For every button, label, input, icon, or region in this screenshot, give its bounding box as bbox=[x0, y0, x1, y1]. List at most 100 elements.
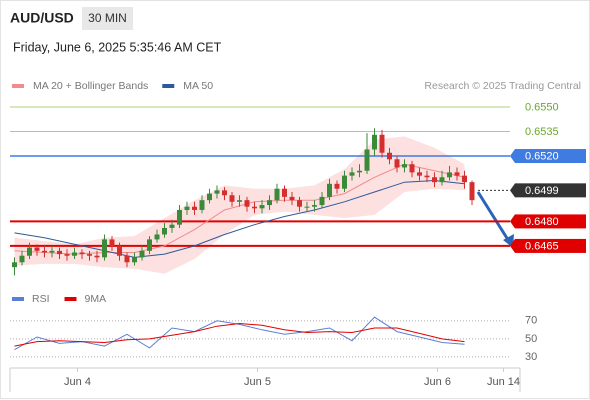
candle-body bbox=[162, 227, 167, 235]
candle-body bbox=[409, 164, 415, 173]
candle-body bbox=[87, 254, 92, 256]
candle-body bbox=[342, 175, 347, 189]
candle-body bbox=[282, 188, 287, 197]
candle-body bbox=[454, 172, 460, 176]
candle-body bbox=[327, 183, 332, 197]
legend-swatch bbox=[64, 297, 77, 301]
candle-body bbox=[334, 183, 340, 189]
level-label: 0.6465 bbox=[525, 240, 559, 252]
candle-body bbox=[364, 149, 370, 171]
candle-body bbox=[237, 200, 242, 202]
level-label: 0.6480 bbox=[525, 216, 559, 228]
candle-body bbox=[229, 195, 235, 202]
y-tick-label: 70 bbox=[525, 315, 537, 327]
candle-body bbox=[169, 224, 175, 228]
interval-badge bbox=[82, 7, 133, 30]
candle-body bbox=[259, 205, 265, 209]
candle-body bbox=[154, 234, 160, 240]
candle-body bbox=[357, 170, 362, 173]
credit: Research © 2025 Trading Central bbox=[424, 80, 581, 92]
candle-body bbox=[12, 262, 17, 268]
level-label-box bbox=[515, 238, 586, 253]
candle-body bbox=[394, 159, 400, 168]
level-label: 0.6535 bbox=[525, 126, 559, 138]
legend-swatch bbox=[12, 297, 24, 301]
candle-body bbox=[34, 247, 40, 251]
level-label-tip bbox=[510, 238, 515, 253]
x-tick-label: Jun 5 bbox=[244, 376, 271, 388]
indicator-line bbox=[14, 322, 465, 347]
candle-body bbox=[72, 252, 77, 256]
candle-body bbox=[214, 190, 220, 194]
candle-body bbox=[19, 255, 25, 263]
legend-label: MA 20 + Bollinger Bands bbox=[33, 80, 148, 92]
candle-body bbox=[379, 134, 385, 153]
candle-body bbox=[147, 239, 152, 251]
candle-body bbox=[402, 164, 407, 168]
candle-body bbox=[439, 177, 445, 183]
candle-body bbox=[462, 175, 467, 183]
moving-average bbox=[14, 179, 465, 258]
level-label: 0.6550 bbox=[525, 101, 559, 113]
legend-swatch bbox=[162, 84, 175, 88]
forecast-arrow bbox=[476, 191, 512, 244]
candle-body bbox=[244, 200, 250, 207]
candle-body bbox=[42, 250, 47, 253]
candle-body bbox=[319, 196, 325, 206]
candle-body bbox=[117, 245, 122, 256]
level-label: 0.6520 bbox=[525, 150, 559, 162]
candle-body bbox=[102, 239, 107, 258]
candle-body bbox=[274, 188, 280, 201]
candle-body bbox=[289, 196, 295, 201]
x-tick-label: Jun 6 bbox=[424, 376, 451, 388]
candle-body bbox=[79, 252, 85, 255]
legend-label: MA 50 bbox=[183, 80, 213, 92]
y-tick-label: 30 bbox=[525, 351, 537, 363]
legend-swatch bbox=[12, 84, 24, 88]
candle-body bbox=[349, 172, 355, 176]
candle-body bbox=[192, 206, 197, 210]
candle-body bbox=[27, 247, 32, 256]
symbol: AUD/USD bbox=[10, 10, 74, 26]
x-tick-label: Jun 4 bbox=[64, 376, 91, 388]
candle-body bbox=[199, 200, 205, 210]
indicator-line bbox=[14, 316, 465, 351]
candle-body bbox=[304, 206, 310, 208]
candle-body bbox=[447, 172, 452, 178]
x-tick-label: Jun 14 bbox=[487, 376, 520, 388]
legend-label: 9MA bbox=[85, 293, 107, 305]
level-label-tip bbox=[510, 214, 515, 229]
level-label-box bbox=[515, 214, 586, 229]
candle-body bbox=[49, 250, 55, 253]
candle-body bbox=[124, 255, 130, 263]
candle-body bbox=[417, 172, 422, 176]
candle-body bbox=[57, 250, 62, 255]
legend-label: RSI bbox=[32, 293, 50, 305]
level-label: 0.6499 bbox=[525, 185, 559, 197]
candle-body bbox=[207, 193, 212, 201]
level-label-tip bbox=[510, 183, 515, 198]
candle-body bbox=[297, 200, 302, 207]
candle-body bbox=[184, 206, 190, 210]
candle-body bbox=[64, 254, 70, 256]
candle-body bbox=[252, 206, 257, 209]
candle-body bbox=[94, 255, 100, 258]
level-label-tip bbox=[510, 149, 515, 164]
timestamp: Friday, June 6, 2025 5:35:46 AM CET bbox=[13, 40, 222, 54]
candle-body bbox=[132, 257, 137, 263]
candle-body bbox=[177, 209, 182, 225]
candle-body bbox=[372, 134, 377, 150]
candle-body bbox=[469, 182, 475, 201]
candle-body bbox=[424, 175, 430, 178]
level-label-box bbox=[515, 149, 586, 164]
candle-body bbox=[312, 205, 317, 207]
candle-body bbox=[432, 177, 437, 183]
interval: 30 MIN bbox=[88, 11, 127, 25]
candle-body bbox=[139, 250, 145, 258]
y-tick-label: 50 bbox=[525, 333, 537, 345]
candle-body bbox=[387, 152, 392, 160]
candle-body bbox=[222, 190, 227, 196]
level-label-box bbox=[515, 183, 586, 198]
candle-body bbox=[267, 200, 272, 206]
